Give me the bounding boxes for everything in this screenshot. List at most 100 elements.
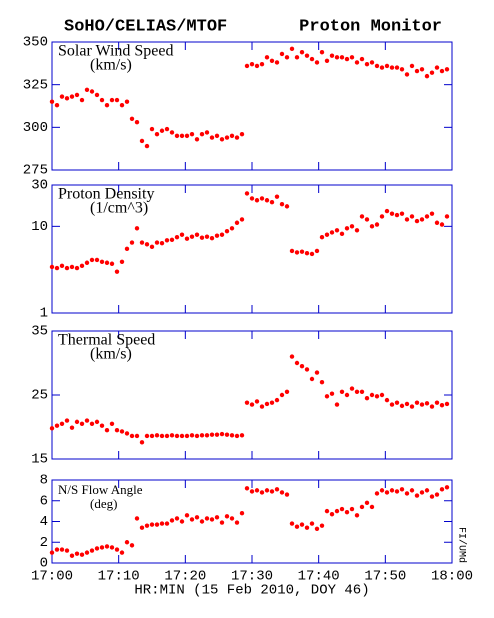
data-point [254, 488, 260, 493]
title-left: SoHO/CELIAS/MTOF [64, 17, 227, 36]
data-point [94, 92, 100, 98]
side-label: FI/UMd [455, 527, 467, 563]
data-point [289, 354, 295, 359]
data-point [234, 433, 240, 439]
y-tick-label: 300 [23, 120, 48, 136]
data-point [414, 400, 420, 405]
data-point [264, 488, 270, 493]
data-point [279, 490, 285, 495]
data-point [329, 53, 335, 58]
data-point [304, 525, 310, 530]
data-point [74, 265, 80, 271]
y-tick-label: 30 [31, 178, 48, 194]
data-point [204, 433, 210, 438]
data-point [59, 547, 65, 552]
data-point [119, 259, 125, 264]
data-point [299, 249, 305, 254]
data-point [64, 548, 70, 553]
data-point [84, 87, 90, 92]
data-point [234, 135, 240, 140]
data-point [344, 226, 350, 231]
data-point [434, 65, 440, 70]
x-tick-label: 17:30 [231, 569, 273, 585]
data-point [414, 218, 420, 224]
data-point [99, 259, 105, 264]
data-point [274, 194, 280, 199]
data-point [284, 204, 290, 209]
data-point [214, 133, 220, 139]
data-point [344, 56, 350, 62]
data-point [114, 269, 120, 274]
data-point [174, 133, 180, 139]
data-point [174, 516, 180, 521]
data-point [349, 224, 355, 229]
data-point [429, 404, 435, 409]
data-point [224, 514, 230, 519]
data-point [279, 392, 285, 398]
data-point [444, 485, 450, 490]
data-point [54, 102, 60, 108]
data-point [309, 376, 315, 382]
data-point [374, 394, 380, 399]
data-point [244, 486, 250, 491]
data-point [259, 196, 265, 201]
data-point [329, 230, 335, 235]
data-point [359, 389, 365, 394]
data-point [69, 553, 75, 558]
data-point [254, 198, 260, 203]
data-point [349, 506, 355, 512]
data-point [394, 212, 400, 218]
data-point [374, 63, 380, 69]
data-point [109, 421, 115, 426]
data-point [199, 519, 205, 524]
data-point [234, 520, 240, 525]
data-point [164, 521, 170, 526]
data-point [274, 397, 280, 403]
data-point [289, 248, 295, 254]
data-point [249, 489, 255, 494]
data-point [64, 418, 70, 423]
data-point [269, 199, 275, 205]
data-point [424, 401, 430, 406]
data-point [124, 246, 130, 252]
data-point [359, 504, 365, 510]
data-point [209, 235, 215, 241]
data-point [189, 433, 195, 438]
data-point [444, 214, 450, 219]
data-point [219, 232, 225, 237]
data-point [129, 116, 135, 122]
data-point [179, 232, 185, 237]
data-point [279, 51, 285, 57]
data-point [159, 240, 165, 246]
data-point [389, 488, 395, 493]
data-point [439, 487, 445, 492]
data-point [264, 198, 270, 203]
data-point [189, 234, 195, 239]
data-point [214, 233, 220, 238]
y-tick-label: 15 [31, 452, 48, 468]
data-point [304, 367, 310, 372]
data-point [164, 433, 170, 439]
data-point [279, 202, 285, 207]
data-point [334, 508, 340, 514]
data-point [404, 217, 410, 222]
data-point [314, 526, 320, 531]
data-point [324, 58, 330, 63]
data-point [209, 432, 215, 437]
data-point [144, 433, 150, 439]
data-point [169, 130, 175, 135]
data-point [399, 487, 405, 492]
data-point [239, 511, 245, 516]
data-point [104, 428, 110, 433]
data-point [339, 506, 345, 512]
panel-label: Thermal Speed [58, 332, 155, 349]
data-point [184, 133, 190, 139]
data-point [314, 60, 320, 65]
data-point [139, 240, 145, 245]
data-point [194, 232, 200, 237]
data-point [109, 97, 115, 103]
data-point [284, 492, 290, 497]
data-point [154, 522, 160, 527]
data-point [239, 433, 245, 438]
data-point [64, 265, 70, 271]
